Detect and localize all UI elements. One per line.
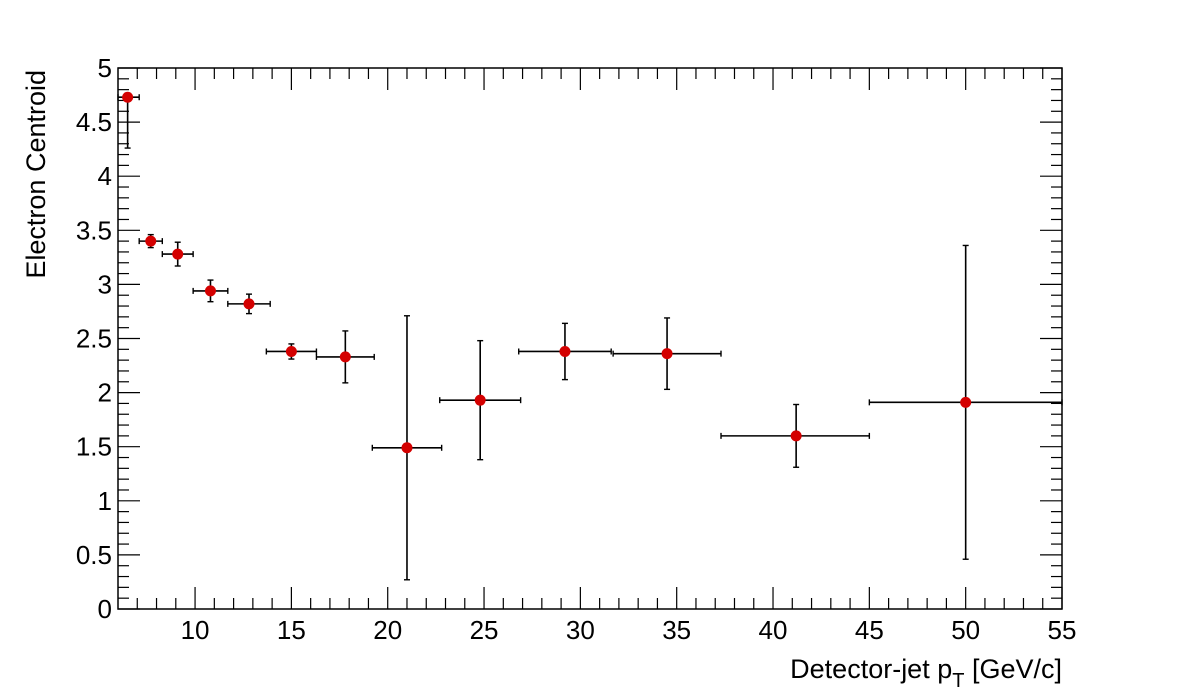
y-tick-label: 4.5 <box>76 107 112 137</box>
y-tick-label: 2 <box>98 378 112 408</box>
y-tick-label: 2.5 <box>76 324 112 354</box>
data-point <box>559 345 571 357</box>
data-point <box>661 348 673 360</box>
data-point <box>474 394 486 406</box>
y-tick-label: 0.5 <box>76 540 112 570</box>
x-tick-label: 25 <box>470 615 499 645</box>
x-tick-label: 55 <box>1048 615 1077 645</box>
y-axis-title: Electron Centroid <box>21 70 51 279</box>
data-point <box>790 430 802 442</box>
x-tick-label: 15 <box>277 615 306 645</box>
data-point <box>243 298 255 310</box>
error-bars-layer <box>117 94 1063 581</box>
data-point <box>172 248 184 260</box>
x-axis-title: Detector-jet pT [GeV/c] <box>790 654 1062 692</box>
x-tick-label: 50 <box>951 615 980 645</box>
data-point <box>122 91 134 103</box>
error-bar <box>161 241 194 267</box>
y-tick-label: 1.5 <box>76 432 112 462</box>
y-tick-label: 1 <box>98 486 112 516</box>
x-tick-label: 10 <box>181 615 210 645</box>
points-layer <box>122 91 972 454</box>
data-point <box>145 235 157 247</box>
x-tick-label: 40 <box>759 615 788 645</box>
data-point <box>401 442 413 454</box>
x-tick-label: 45 <box>855 615 884 645</box>
ticks-layer <box>118 67 1063 610</box>
x-tick-label: 30 <box>566 615 595 645</box>
x-tick-label: 35 <box>662 615 691 645</box>
y-tick-label: 3.5 <box>76 215 112 245</box>
x-tick-label: 20 <box>373 615 402 645</box>
y-tick-label: 3 <box>98 269 112 299</box>
y-tick-label: 5 <box>98 53 112 83</box>
x-tick-labels: 10 15 20 25 30 35 40 45 50 55 <box>181 615 1077 645</box>
y-tick-label: 4 <box>98 161 112 191</box>
data-point <box>339 351 351 363</box>
plot-frame <box>117 67 1063 610</box>
y-tick-label: 0 <box>98 594 112 624</box>
data-point <box>960 396 972 408</box>
data-point <box>204 285 216 297</box>
y-tick-labels: 0 0.5 1 1.5 2 2.5 3 3.5 4 4.5 5 <box>76 53 112 624</box>
data-point <box>285 345 297 357</box>
